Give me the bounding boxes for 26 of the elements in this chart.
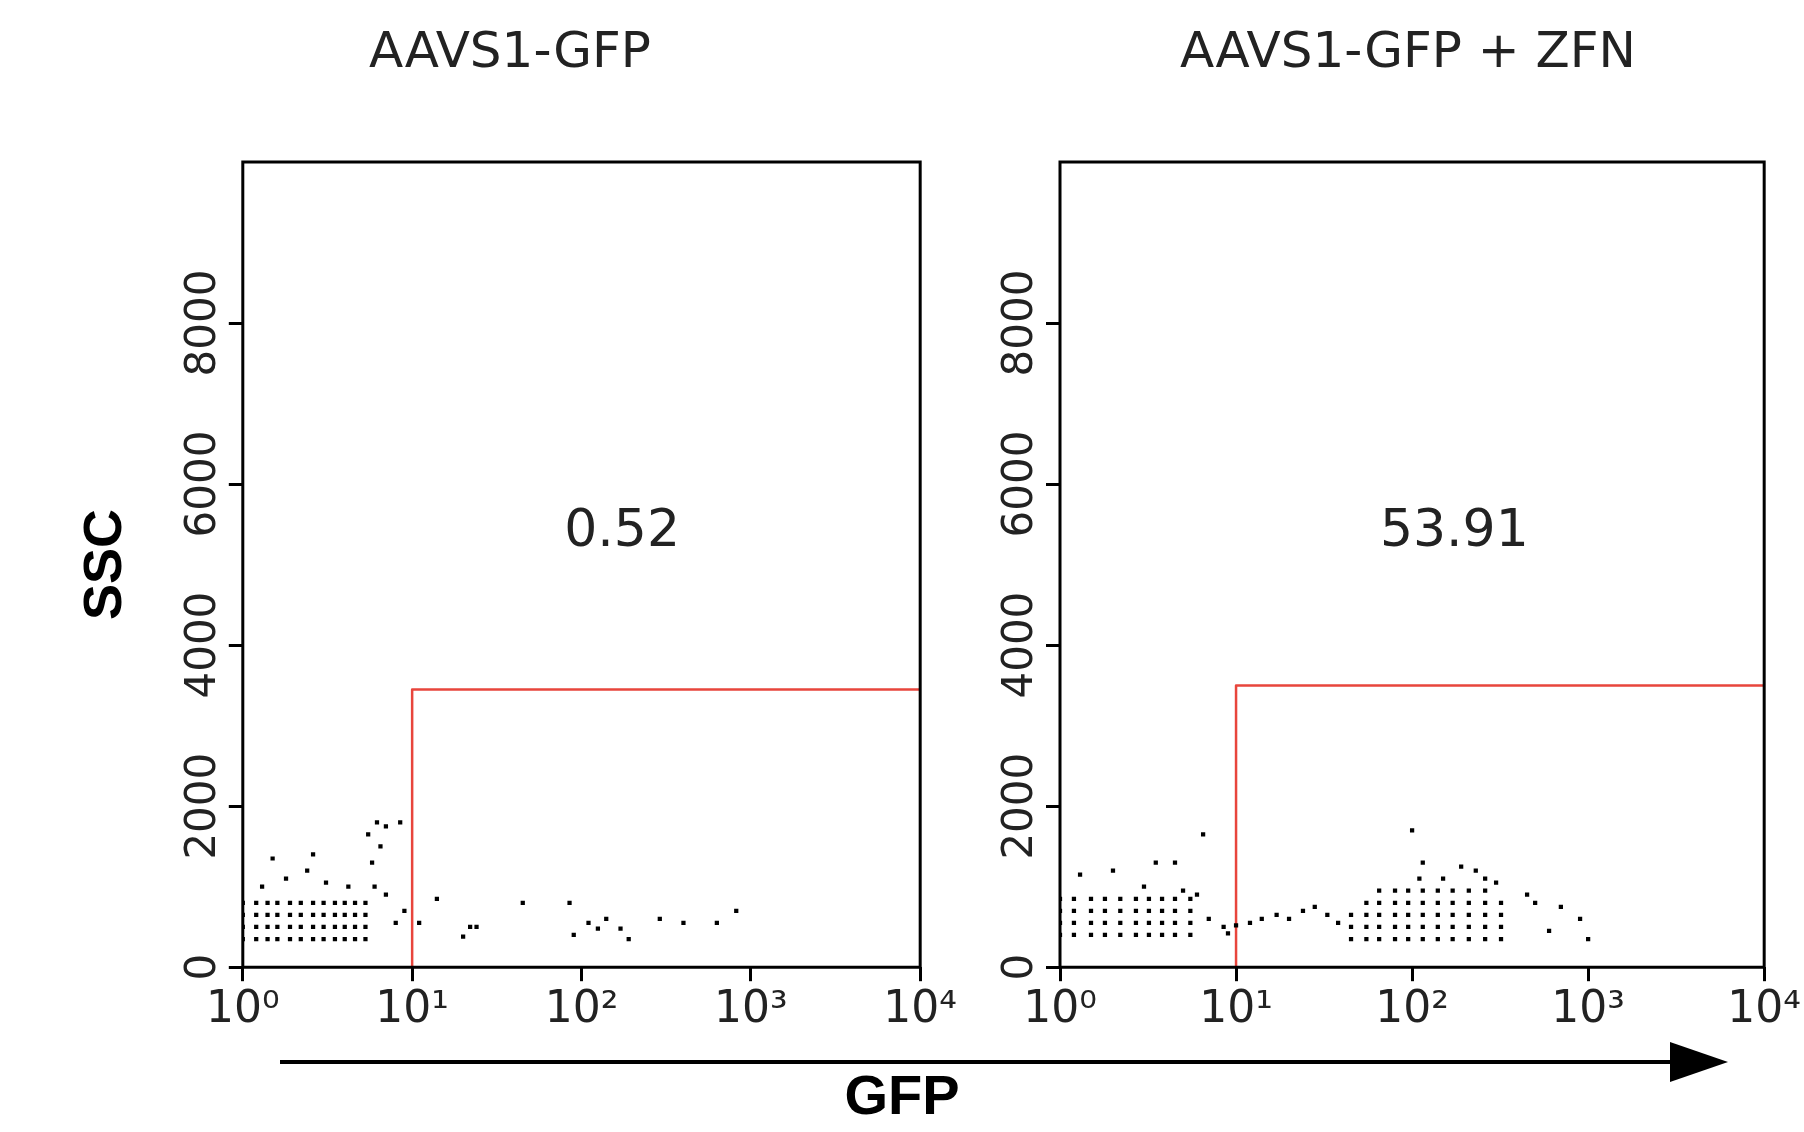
- x-tick-label: 10¹: [375, 981, 449, 1033]
- y-tick-label: 0: [175, 953, 225, 981]
- x-tick-label: 10³: [1551, 981, 1625, 1033]
- x-axis-title: GFP: [843, 1062, 961, 1127]
- chart-title: AAVS1-GFP + ZFN: [1180, 20, 1636, 79]
- y-tick-label: 0: [992, 953, 1042, 981]
- annotation: 0.52: [564, 497, 681, 558]
- y-tick-label: 4000: [175, 591, 225, 699]
- x-tick-label: 10⁰: [205, 981, 280, 1033]
- x-tick-label: 10²: [544, 981, 619, 1033]
- x-tick-label: 10⁴: [1727, 981, 1802, 1033]
- chart-title: AAVS1-GFP: [369, 20, 651, 79]
- y-tick-label: 2000: [992, 752, 1042, 860]
- y-tick-label: 2000: [175, 752, 225, 860]
- x-tick-label: 10³: [714, 981, 788, 1033]
- y-axis-title: SSC: [72, 509, 133, 621]
- y-tick-label: 8000: [992, 269, 1042, 377]
- y-tick-label: 8000: [175, 269, 225, 377]
- x-tick-label: 10²: [1375, 981, 1449, 1033]
- x-tick-label: 10¹: [1199, 981, 1273, 1033]
- y-tick-label: 6000: [175, 430, 225, 538]
- y-tick-label: 4000: [992, 591, 1042, 699]
- y-tick-label: 6000: [992, 430, 1042, 538]
- annotation: 53.91: [1379, 497, 1529, 558]
- x-tick-label: 10⁴: [883, 981, 958, 1033]
- x-tick-label: 10⁰: [1023, 981, 1097, 1033]
